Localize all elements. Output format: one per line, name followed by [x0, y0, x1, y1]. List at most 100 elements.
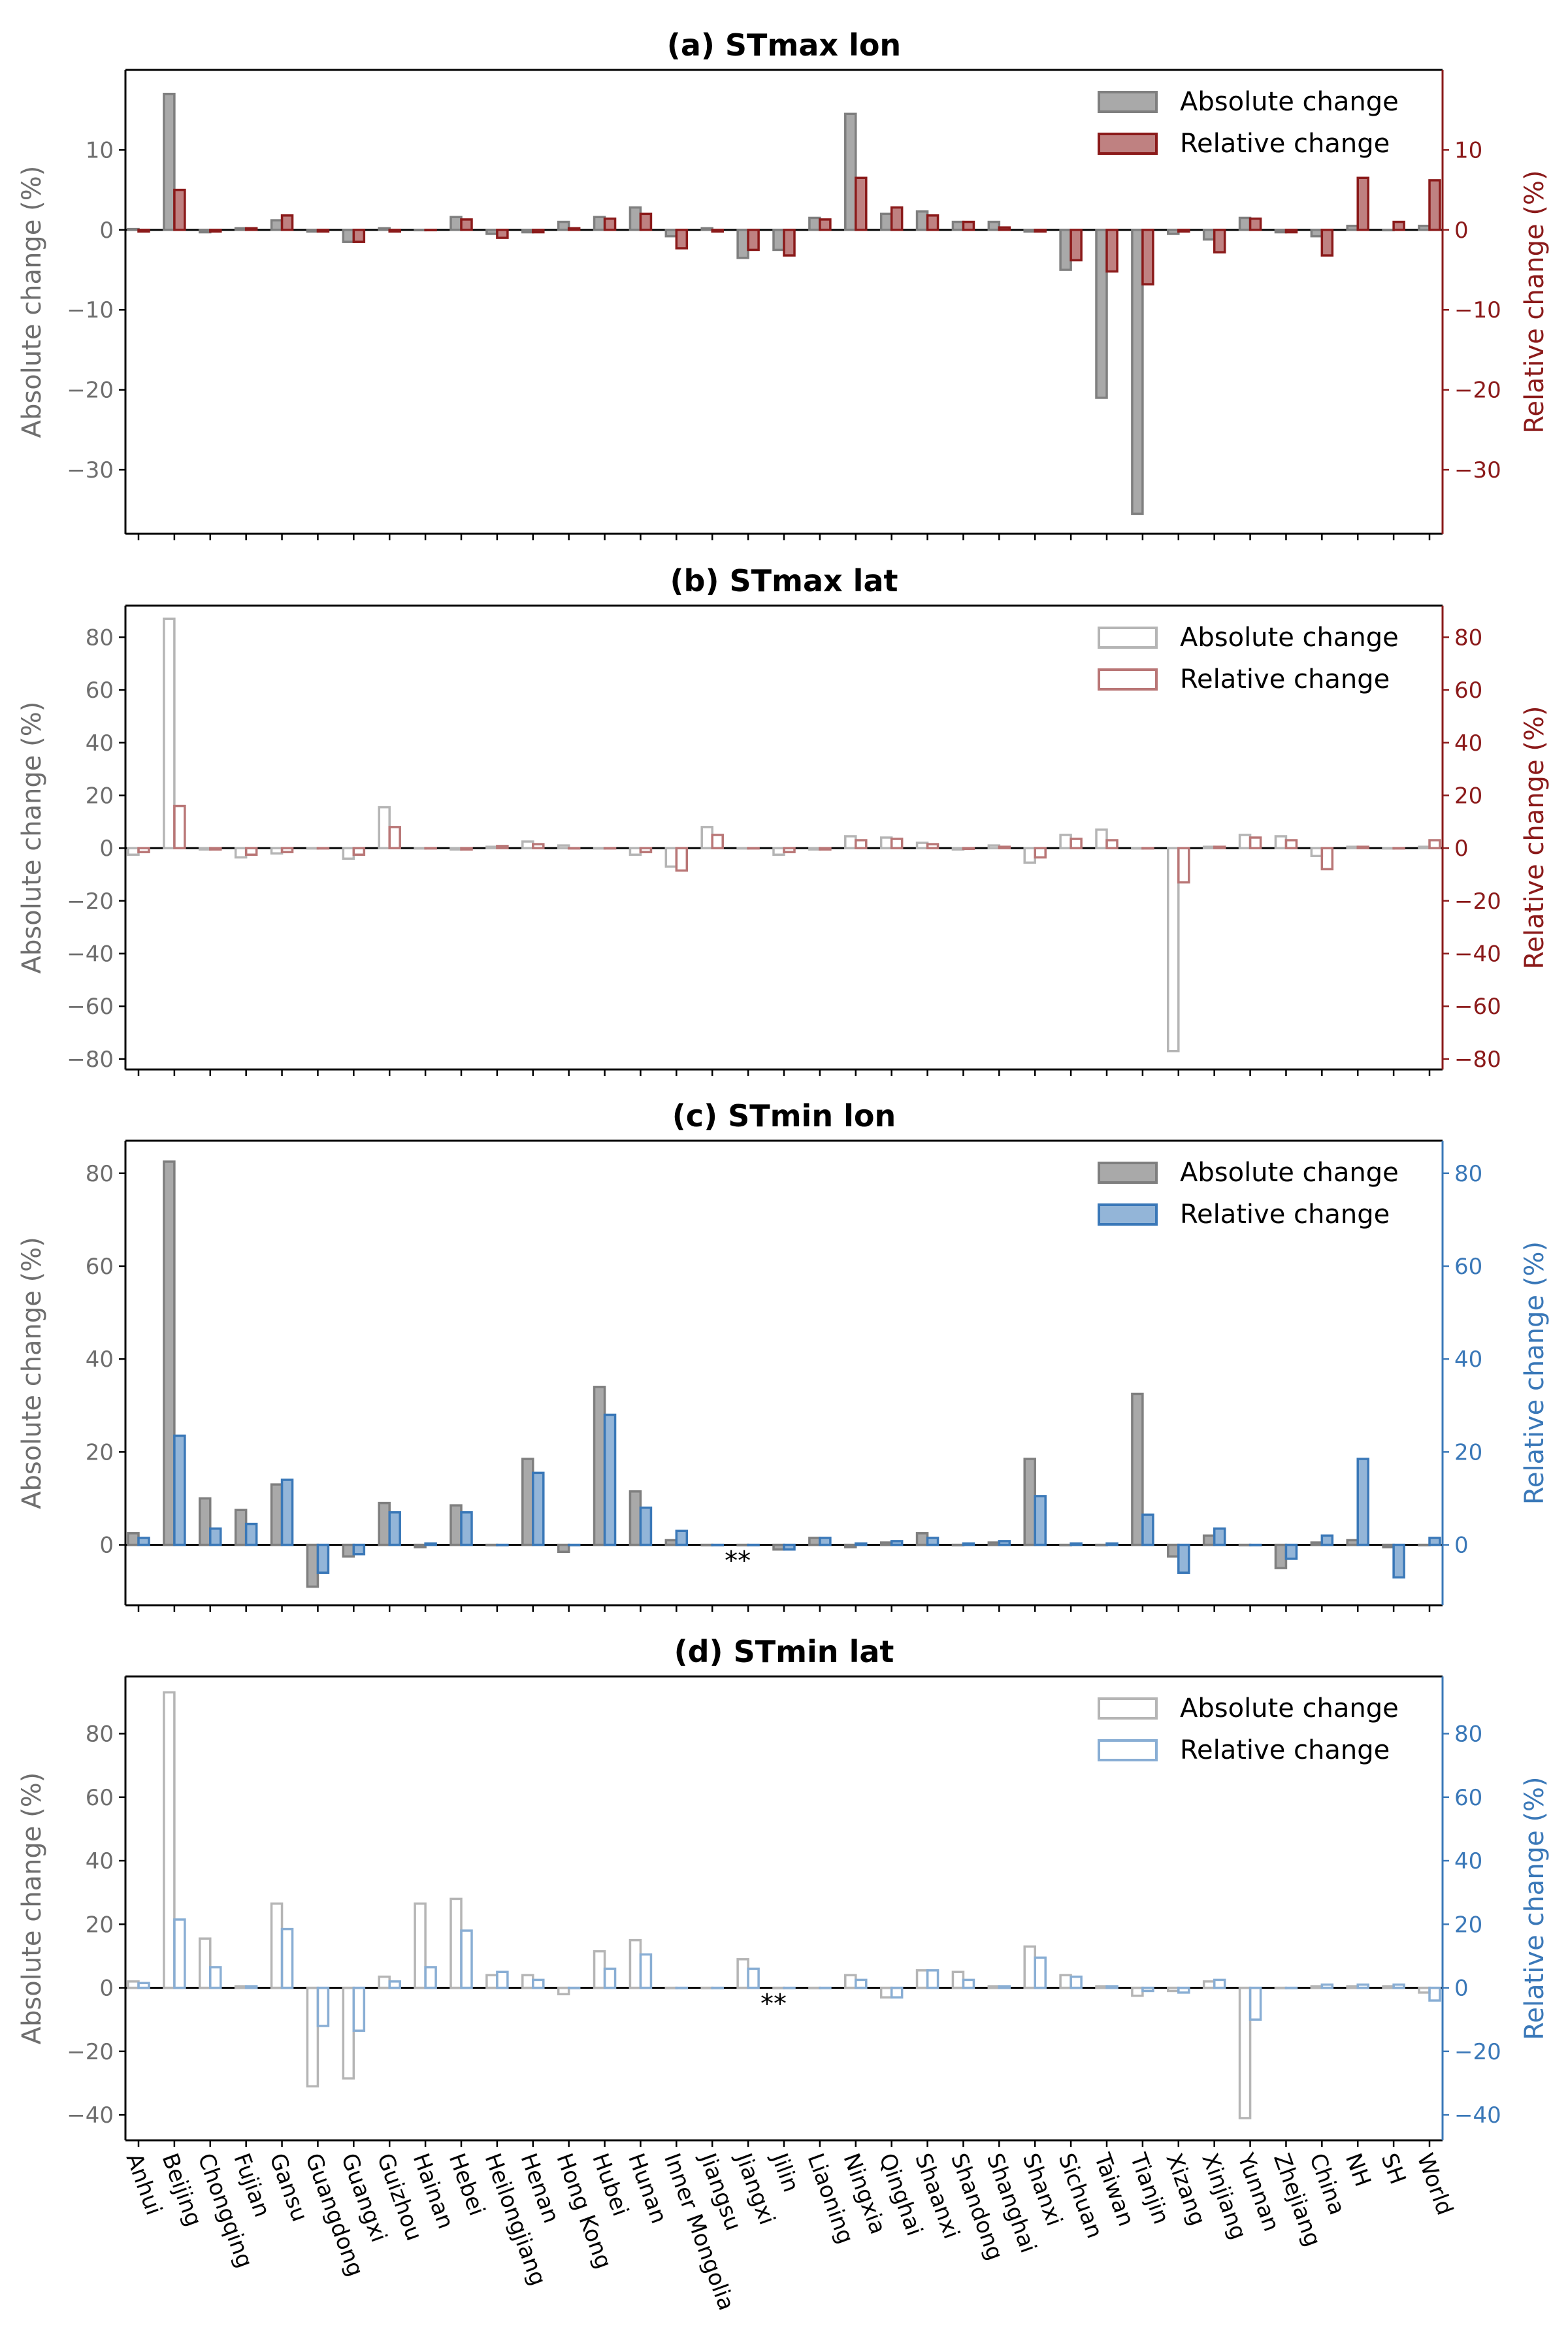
absolute-bar-hong-kong — [557, 1986, 570, 1996]
right-tick-label: 0 — [1454, 836, 1469, 862]
absolute-bar-heilongjiang — [485, 1543, 498, 1546]
absolute-bar-xinjiang — [1202, 1980, 1216, 1989]
relative-bar-shandong — [962, 847, 975, 851]
absolute-bar-shaanxi — [915, 1532, 929, 1546]
relative-bar-shanghai — [998, 845, 1011, 849]
left-tick-label: 40 — [86, 1347, 114, 1373]
relative-bar-hubei — [603, 1413, 617, 1546]
absolute-bar-hunan — [629, 206, 642, 231]
relative-bar-taiwan — [1105, 1985, 1119, 1989]
legend-label-abs: Absolute change — [1180, 87, 1399, 117]
x-tick-label-nh: NH — [1340, 2150, 1376, 2191]
left-tick-label: 0 — [99, 836, 114, 862]
x-tick-label-sh: SH — [1376, 2150, 1411, 2188]
left-tick-label: −20 — [67, 2039, 114, 2065]
relative-bar-qinghai — [890, 1986, 904, 1999]
left-tick-label: −30 — [67, 457, 114, 483]
absolute-bar-shandong — [951, 847, 965, 851]
absolute-bar-shanxi — [1023, 847, 1036, 864]
right-tick-label: 60 — [1454, 678, 1482, 704]
absolute-bar-heilongjiang — [485, 845, 498, 849]
absolute-bar-ningxia — [844, 112, 857, 231]
absolute-bar-world — [1418, 1986, 1431, 1994]
absolute-bar-world — [1418, 845, 1431, 849]
right-tick-label: 20 — [1454, 783, 1482, 809]
absolute-bar-hunan — [629, 847, 642, 856]
relative-bar-chongqing — [209, 847, 222, 851]
absolute-bar-tianjin — [1131, 847, 1144, 850]
legend-swatch-abs — [1098, 627, 1158, 649]
relative-bar-taiwan — [1105, 839, 1119, 849]
absolute-bar-guangxi — [342, 229, 355, 243]
absolute-bar-xinjiang — [1202, 845, 1216, 849]
absolute-bar-zhejiang — [1274, 1986, 1288, 1989]
relative-bar-hubei — [603, 1967, 617, 1989]
legend-label-abs: Absolute change — [1180, 623, 1399, 653]
left-axis-label: Absolute change (%) — [17, 166, 47, 438]
right-axis-label: Relative change (%) — [1520, 706, 1550, 969]
panel-title: (c) STmin lon — [672, 1098, 896, 1134]
absolute-bar-hainan — [414, 1902, 427, 1989]
relative-bar-xinjiang — [1213, 229, 1226, 253]
relative-bar-guangxi — [352, 1986, 366, 2032]
relative-bar-anhui — [137, 1537, 150, 1546]
relative-bar-hebei — [460, 847, 473, 851]
absolute-bar-henan — [521, 1974, 534, 1989]
left-tick-label: 60 — [86, 1254, 114, 1280]
absolute-bar-heilongjiang — [485, 229, 498, 235]
right-tick-label: 80 — [1454, 625, 1482, 651]
absolute-bar-hong-kong — [557, 1543, 570, 1553]
absolute-bar-hebei — [449, 1897, 463, 1989]
legend-swatch-abs — [1098, 1697, 1158, 1720]
absolute-bar-hainan — [414, 229, 427, 232]
absolute-bar-jilin — [772, 1986, 785, 1989]
absolute-bar-qinghai — [879, 1541, 893, 1546]
absolute-bar-xizang — [1167, 1986, 1180, 1993]
absolute-bar-taiwan — [1095, 828, 1108, 849]
relative-bar-anhui — [137, 847, 150, 853]
left-tick-label: 80 — [86, 625, 114, 651]
legend-label-abs: Absolute change — [1180, 1693, 1399, 1723]
relative-bar-yunnan — [1249, 217, 1262, 231]
relative-bar-hong-kong — [567, 847, 581, 850]
absolute-bar-guangdong — [306, 229, 319, 233]
relative-bar-beijing — [173, 1918, 186, 1989]
absolute-bar-taiwan — [1095, 1543, 1108, 1546]
absolute-bar-yunnan — [1238, 216, 1252, 231]
relative-bar-guizhou — [388, 1980, 401, 1989]
legend-label-rel: Relative change — [1180, 664, 1390, 694]
absolute-bar-guangdong — [306, 1543, 319, 1588]
relative-bar-qinghai — [890, 1540, 904, 1546]
legend-swatch-abs — [1098, 91, 1158, 113]
relative-bar-inner-mongolia — [675, 229, 689, 250]
left-tick-label: 60 — [86, 1785, 114, 1811]
relative-bar-henan — [532, 1978, 545, 1989]
absolute-bar-inner-mongolia — [664, 229, 678, 238]
left-tick-label: 20 — [86, 783, 114, 809]
absolute-bar-sh — [1382, 847, 1395, 850]
absolute-bar-hubei — [593, 847, 606, 850]
relative-bar-heilongjiang — [496, 1970, 509, 1989]
left-tick-label: 0 — [99, 1976, 114, 2002]
panel-title: (a) STmax lon — [667, 27, 901, 63]
relative-bar-yunnan — [1249, 1543, 1262, 1546]
absolute-bar-nh — [1346, 845, 1359, 849]
relative-bar-gansu — [280, 214, 294, 231]
absolute-bar-guizhou — [378, 806, 391, 849]
absolute-bar-nh — [1346, 1539, 1359, 1546]
absolute-bar-guangxi — [342, 847, 355, 860]
relative-bar-hong-kong — [567, 1543, 581, 1546]
absolute-bar-gansu — [270, 219, 284, 231]
absolute-bar-jilin — [772, 847, 785, 856]
absolute-bar-ningxia — [844, 1543, 857, 1548]
relative-bar-sichuan — [1070, 1975, 1083, 1989]
relative-bar-heilongjiang — [496, 229, 509, 239]
relative-bar-ningxia — [855, 1978, 868, 1989]
absolute-bar-fujian — [234, 227, 248, 231]
relative-bar-ningxia — [855, 176, 868, 231]
left-tick-label: −40 — [67, 2102, 114, 2129]
absolute-bar-guizhou — [378, 1501, 391, 1546]
absolute-bar-zhejiang — [1274, 1543, 1288, 1569]
absolute-bar-anhui — [127, 1532, 140, 1546]
relative-bar-qinghai — [890, 838, 904, 849]
